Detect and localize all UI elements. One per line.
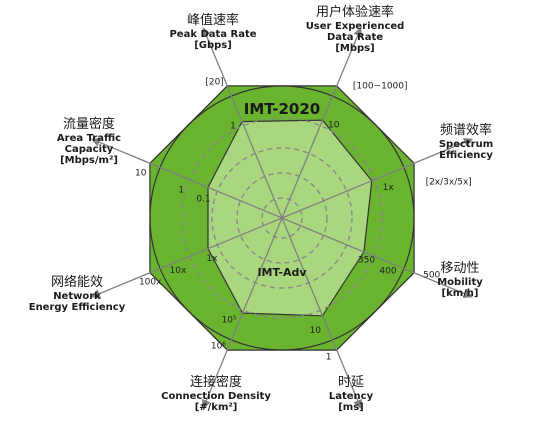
axis-label-connection-density: 连接密度 Connection Density [#/km²] — [161, 375, 271, 413]
axis-line-2 — [281, 138, 474, 219]
tick-label-axis4-0: 10 — [310, 326, 322, 336]
tick-label-axis2-1: [2x/3x/5x] — [426, 177, 472, 187]
axis-label-spectrum-efficiency: 频谱效率 Spectrum Efficiency — [438, 123, 494, 161]
axis-line-1 — [281, 26, 362, 219]
grid-circle-0 — [261, 197, 303, 239]
axis-label-peak-data-rate: 峰值速率 Peak Data Rate [Gbps] — [169, 13, 257, 51]
axis-label-user-experienced-data-rate: 用户体验速率 User Experienced Data Rate [Mbps] — [305, 5, 405, 54]
axis-label-mobility: 移动性 Mobility [km/h] — [437, 261, 483, 299]
tick-label-axis7-1: 1 — [178, 185, 184, 195]
axis-label-network-energy-efficiency: 网络能效 Network Energy Efficiency — [28, 275, 126, 313]
tick-label-axis1-1: [100~1000] — [353, 82, 408, 92]
tick-label-axis5-1: 10⁶ — [211, 341, 226, 351]
axis-line-6 — [90, 217, 283, 298]
reference-circle — [149, 85, 415, 351]
grid-circle-3 — [181, 117, 383, 319]
tick-label-axis3-2: 500 — [423, 271, 440, 281]
tick-label-axis0-0: 1 — [230, 122, 236, 132]
tick-label-axis6-1: 10x — [170, 266, 187, 276]
axis-line-7 — [90, 138, 283, 219]
tick-label-axis6-0: 1x — [206, 254, 218, 264]
tick-label-axis3-0: 350 — [358, 256, 375, 266]
tick-label-axis3-1: 400 — [379, 267, 396, 277]
axis-line-3 — [281, 217, 474, 298]
tick-label-axis7-2: 10 — [135, 168, 147, 178]
grid-circle-1 — [236, 172, 328, 264]
axis-label-latency: 时延 Latency [ms] — [328, 375, 374, 413]
axis-line-4 — [281, 217, 362, 410]
axis-label-area-traffic-capacity: 流量密度 Area Traffic Capacity [Mbps/m²] — [56, 117, 122, 166]
tick-label-axis1-0: 10 — [328, 121, 340, 131]
axis-line-0 — [202, 26, 283, 219]
tick-label-axis2-0: 1x — [383, 183, 395, 193]
tick-label-axis7-0: 0.1 — [196, 195, 210, 205]
axis-line-5 — [202, 217, 283, 410]
series-label-imt-2020: IMT-2020 — [244, 100, 321, 118]
tick-label-axis5-0: 10⁵ — [222, 316, 237, 326]
tick-label-axis6-2: 100x — [139, 277, 162, 287]
tick-label-axis0-1: [20] — [205, 77, 223, 87]
grid-circle-2 — [211, 147, 353, 289]
series-label-imt-adv: IMT-Adv — [257, 266, 307, 279]
tick-label-axis4-1: 1 — [326, 353, 332, 363]
